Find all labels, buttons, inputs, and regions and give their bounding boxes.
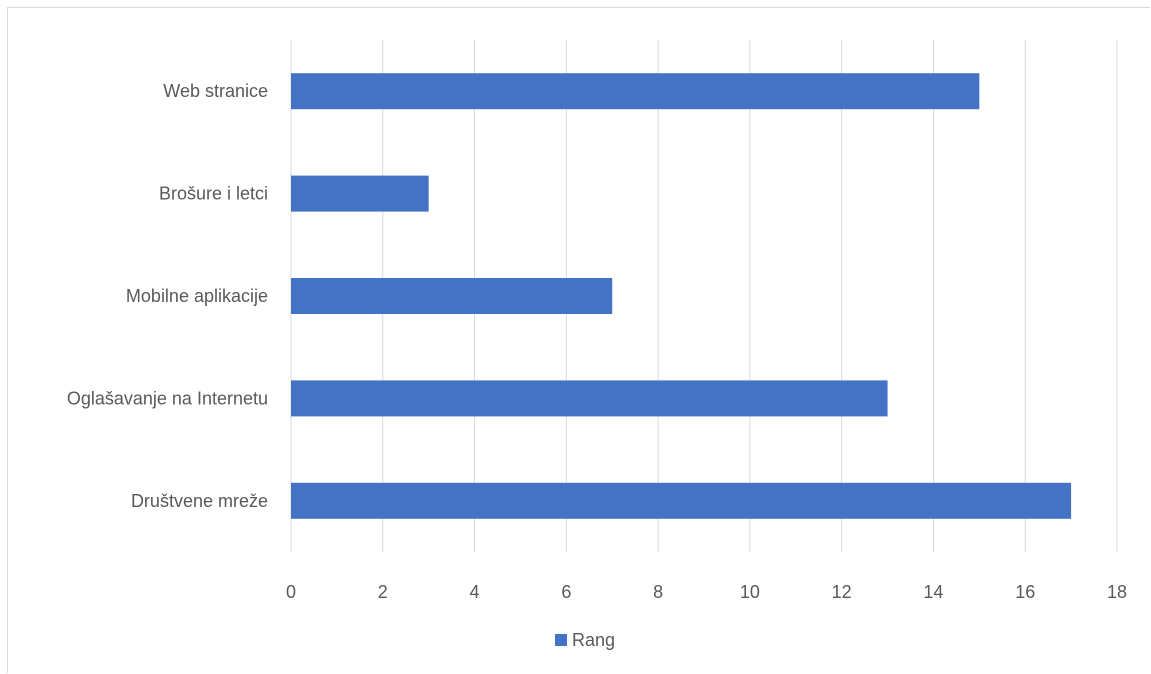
x-tick-label: 18 bbox=[1107, 582, 1127, 602]
category-label: Oglašavanje na Internetu bbox=[67, 388, 268, 408]
category-label: Društvene mreže bbox=[131, 491, 268, 511]
x-tick-label: 16 bbox=[1015, 582, 1035, 602]
legend-swatch bbox=[555, 634, 567, 646]
category-labels: Web stranice Brošure i letci Mobilne aplik… bbox=[67, 81, 268, 511]
x-tick-label: 2 bbox=[378, 582, 388, 602]
x-tick-label: 14 bbox=[923, 582, 943, 602]
tick-labels: 0 2 4 6 8 10 12 14 16 18 bbox=[286, 582, 1127, 602]
bar bbox=[291, 278, 613, 314]
category-label: Brošure i letci bbox=[159, 184, 268, 204]
x-tick-label: 10 bbox=[740, 582, 760, 602]
x-tick-label: 6 bbox=[561, 582, 571, 602]
bars bbox=[291, 73, 1072, 519]
bar bbox=[291, 73, 980, 110]
bar bbox=[291, 175, 429, 212]
x-tick-label: 8 bbox=[653, 582, 663, 602]
legend: Rang bbox=[555, 630, 615, 650]
x-tick-label: 0 bbox=[286, 582, 296, 602]
bar bbox=[291, 380, 888, 417]
x-tick-label: 4 bbox=[470, 582, 480, 602]
category-label: Mobilne aplikacije bbox=[126, 286, 268, 306]
x-tick-label: 12 bbox=[832, 582, 852, 602]
category-label: Web stranice bbox=[163, 81, 268, 101]
legend-label: Rang bbox=[572, 630, 615, 650]
chart-frame bbox=[7, 7, 1150, 673]
bar bbox=[291, 482, 1072, 519]
